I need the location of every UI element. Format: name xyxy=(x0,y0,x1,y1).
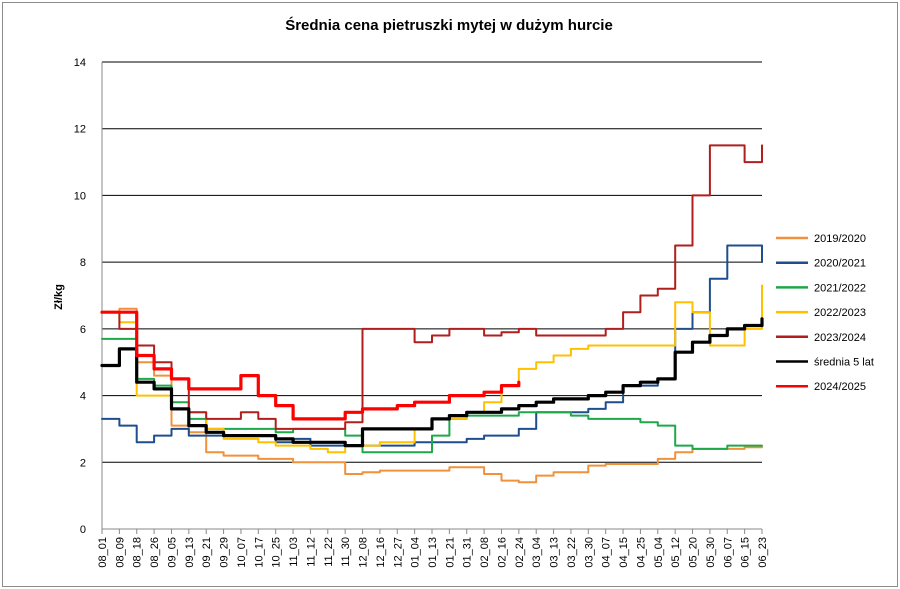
x-tick-label: 05_12 xyxy=(670,537,682,568)
series-line-2 xyxy=(101,337,763,454)
series-lines xyxy=(100,144,764,484)
x-tick-label: 10_07 xyxy=(236,537,248,568)
x-tick-label: 02_16 xyxy=(496,537,508,568)
legend-label: 2024/2025 xyxy=(814,381,866,393)
x-tick-label: 08_09 xyxy=(114,537,126,568)
x-tick-label: 04_25 xyxy=(635,537,647,568)
chart-title: Średnia cena pietruszki mytej w dużym hu… xyxy=(285,16,613,34)
series-line-5 xyxy=(100,317,764,448)
y-axis-label: Zł/kg xyxy=(53,284,65,310)
y-tick-label: 2 xyxy=(80,457,86,469)
y-tick-label: 12 xyxy=(74,124,86,136)
y-tick-label: 0 xyxy=(80,524,86,536)
y-tick-label: 14 xyxy=(74,57,86,69)
legend-label: 2022/2023 xyxy=(814,307,866,319)
y-axis-ticks: 0 2 4 6 8 10 12 14 xyxy=(74,57,86,536)
x-tick-label: 11_12 xyxy=(305,537,317,567)
x-tick-label: 01_21 xyxy=(444,537,456,568)
series-line-6 xyxy=(100,310,521,421)
y-tick-label: 10 xyxy=(74,190,86,202)
legend-label: 2020/2021 xyxy=(814,258,866,270)
legend-label: 2019/2020 xyxy=(814,233,866,245)
x-tick-label: 05_20 xyxy=(688,537,700,568)
x-tick-label: 01_31 xyxy=(462,537,474,568)
x-tick-label: 01_13 xyxy=(427,537,439,568)
legend: 2019/2020 2020/2021 2021/2022 2022/2023 2023… xyxy=(776,233,874,393)
x-tick-label: 03_13 xyxy=(549,537,561,568)
x-axis-ticks: 08_01 08_09 08_18 08_26 09_05 09_13 09_21 09_29… xyxy=(97,529,769,568)
gridlines xyxy=(101,61,762,530)
x-tick-label: 09_05 xyxy=(166,537,178,568)
x-tick-label: 08_18 xyxy=(132,537,144,568)
x-tick-label: 05_04 xyxy=(653,537,665,568)
x-tick-label: 08_26 xyxy=(149,537,161,568)
x-tick-label: 11_03 xyxy=(288,537,300,567)
y-tick-label: 4 xyxy=(80,391,86,403)
x-tick-label: 01_04 xyxy=(410,537,422,568)
series-line-4 xyxy=(101,144,763,430)
x-tick-label: 02_08 xyxy=(479,537,491,568)
x-tick-label: 10_17 xyxy=(253,537,265,568)
series-line-0 xyxy=(101,307,763,484)
x-tick-label: 12_08 xyxy=(358,537,370,568)
x-tick-label: 03_22 xyxy=(566,537,578,568)
legend-label: 2023/2024 xyxy=(814,332,866,344)
x-tick-label: 12_27 xyxy=(392,537,404,568)
x-tick-label: 06_23 xyxy=(757,537,769,568)
x-tick-label: 06_07 xyxy=(722,537,734,568)
x-tick-label: 11_30 xyxy=(340,537,352,567)
x-tick-label: 11_22 xyxy=(323,537,335,567)
x-tick-label: 04_07 xyxy=(601,537,613,568)
x-tick-label: 05_30 xyxy=(705,537,717,568)
x-tick-label: 03_04 xyxy=(531,537,543,568)
x-tick-label: 08_01 xyxy=(97,537,109,568)
x-tick-label: 03_30 xyxy=(583,537,595,568)
x-tick-label: 09_29 xyxy=(219,537,231,568)
x-tick-label: 09_13 xyxy=(184,537,196,568)
legend-label: średnia 5 lat xyxy=(814,357,874,369)
y-tick-label: 8 xyxy=(80,257,86,269)
x-tick-label: 06_15 xyxy=(740,537,752,568)
x-tick-label: 02_24 xyxy=(514,537,526,568)
x-tick-label: 12_16 xyxy=(375,537,387,568)
y-tick-label: 6 xyxy=(80,324,86,336)
x-tick-label: 09_21 xyxy=(201,537,213,568)
x-tick-label: 04_15 xyxy=(618,537,630,568)
legend-label: 2021/2022 xyxy=(814,282,866,294)
x-tick-label: 10_25 xyxy=(271,537,283,568)
